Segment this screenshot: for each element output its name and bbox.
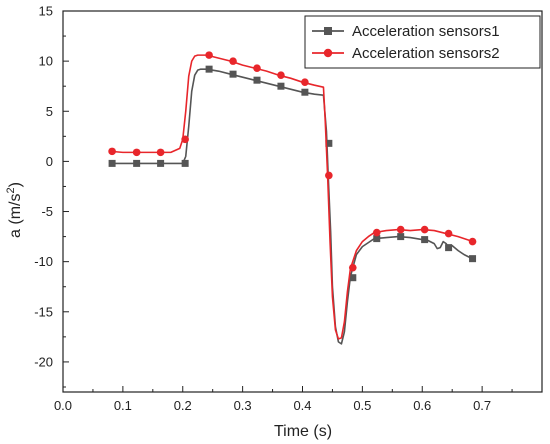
data-point [277, 71, 285, 79]
data-point [253, 64, 261, 72]
y-tick-label: 0 [46, 154, 53, 169]
x-tick-label: 0.2 [174, 398, 192, 413]
legend-box [304, 15, 541, 69]
data-point [205, 65, 213, 73]
series-line [110, 68, 474, 345]
data-point [444, 229, 453, 238]
data-point [181, 135, 189, 144]
data-point [108, 159, 116, 167]
data-point [301, 78, 309, 86]
y-axis-title-superscript: 2 [5, 187, 17, 193]
data-point [348, 263, 357, 272]
y-axis-title-close: ) [7, 182, 24, 187]
data-point [421, 236, 429, 244]
data-point [133, 159, 141, 167]
x-axis-title: Time (s) [274, 423, 332, 440]
data-point [397, 233, 405, 241]
series-1 [108, 65, 477, 345]
x-tick-label: 0.5 [353, 398, 371, 413]
series-line [110, 54, 474, 340]
legend-item-sensors2: Acceleration sensors2 [312, 45, 500, 62]
x-tick-label: 0.6 [413, 398, 431, 413]
data-point [108, 147, 116, 156]
y-tick-label: 10 [39, 54, 53, 69]
data-point [229, 57, 237, 65]
x-tick-label: 0.3 [234, 398, 252, 413]
data-point [349, 274, 357, 282]
data-point [325, 139, 333, 147]
data-point [132, 148, 141, 157]
x-axis: 0.0 0.1 0.2 0.3 0.4 0.5 0.6 0.7 [54, 386, 513, 413]
data-point [445, 244, 453, 252]
y-tick-label: -15 [34, 304, 53, 319]
data-point [181, 159, 189, 167]
data-point [253, 76, 261, 84]
data-point [277, 82, 285, 90]
y-axis-title: a (m/s2) [5, 182, 24, 238]
data-point [468, 237, 477, 246]
data-point [156, 148, 165, 157]
x-tick-label: 0.0 [54, 398, 72, 413]
legend: Acceleration sensors1 Acceleration senso… [304, 15, 541, 69]
data-point [325, 171, 333, 180]
legend-item-sensors1: Acceleration sensors1 [312, 23, 500, 40]
legend-label-sensors2: Acceleration sensors2 [352, 45, 500, 62]
x-tick-label: 0.1 [114, 398, 132, 413]
y-tick-label: 15 [39, 4, 53, 19]
y-tick-label: -5 [41, 204, 53, 219]
data-point [301, 88, 309, 96]
y-tick-label: -20 [34, 354, 53, 369]
legend-label-sensors1: Acceleration sensors1 [352, 23, 500, 40]
data-point [157, 159, 165, 167]
series-layer [108, 51, 477, 345]
x-tick-label: 0.4 [293, 398, 311, 413]
data-point [229, 70, 237, 78]
y-axis-title-main: a (m/s [7, 194, 24, 238]
data-point [396, 225, 405, 234]
legend-marker-sensors2 [323, 48, 333, 58]
y-tick-label: 5 [46, 104, 53, 119]
y-axis: 15 10 5 0 -5 -10 -15 -20 [34, 4, 69, 388]
series-2 [108, 51, 477, 340]
y-tick-label: -10 [34, 254, 53, 269]
data-point [372, 228, 381, 237]
data-point [373, 235, 381, 243]
legend-marker-sensors1 [324, 27, 332, 35]
data-point [420, 225, 429, 234]
x-tick-label: 0.7 [473, 398, 491, 413]
data-point [469, 255, 477, 263]
data-point [205, 51, 213, 59]
